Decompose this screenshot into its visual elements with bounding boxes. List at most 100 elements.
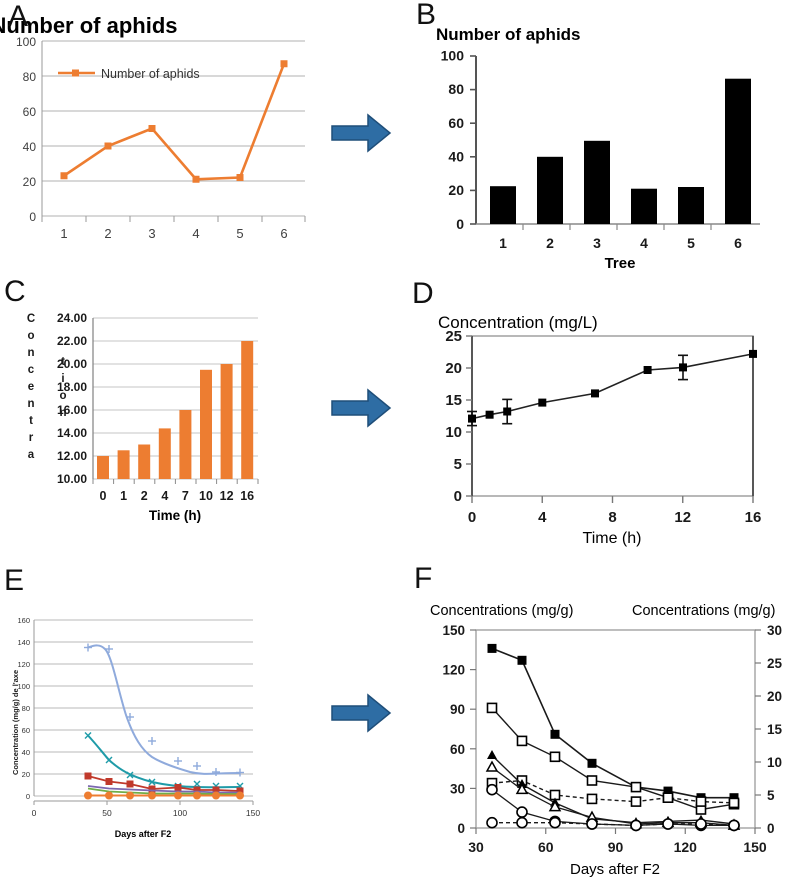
panel-d-xlabel: Time (h) [583, 530, 642, 547]
svg-text:30: 30 [767, 623, 782, 638]
panel-c-ylabel-col1: Con cen tra [27, 313, 35, 461]
panel-e-xtick-marks [33, 801, 254, 805]
svg-text:20: 20 [767, 689, 782, 704]
panel-e-chart: Concentration (mg/g) de l'axe 0 20 40 60… [11, 616, 260, 839]
svg-text:15: 15 [767, 722, 783, 737]
panel-e-series-orange [84, 791, 244, 800]
svg-text:8: 8 [608, 509, 616, 526]
svg-text:25: 25 [767, 656, 783, 671]
svg-text:30: 30 [450, 781, 465, 796]
svg-text:160: 160 [17, 616, 30, 625]
svg-text:20: 20 [448, 182, 464, 198]
svg-text:4: 4 [640, 235, 648, 251]
panel-d-ytick-marks [466, 335, 472, 497]
svg-text:0: 0 [767, 821, 775, 836]
svg-text:100: 100 [17, 682, 30, 691]
panel-f-xlabel: Days after F2 [570, 861, 660, 878]
svg-text:120: 120 [17, 660, 30, 669]
svg-text:6: 6 [280, 226, 287, 241]
svg-text:24.00: 24.00 [57, 311, 87, 325]
svg-text:80: 80 [448, 81, 464, 97]
panel-f-left-ytick-marks [470, 629, 476, 829]
panel-f-right-ytick-marks [755, 629, 761, 829]
svg-text:50: 50 [102, 808, 112, 818]
svg-text:10: 10 [445, 424, 462, 441]
svg-text:6: 6 [734, 235, 742, 251]
svg-text:18.00: 18.00 [57, 380, 87, 394]
bar [490, 186, 516, 224]
panel-e-ylabel: Concentration (mg/g) de l'axe [11, 670, 20, 775]
bar [179, 410, 192, 479]
bar [725, 78, 751, 224]
svg-text:5: 5 [687, 235, 695, 251]
panel-f-title-right: Concentrations (mg/g) [632, 603, 775, 619]
svg-text:t: t [61, 356, 65, 368]
svg-text:n: n [27, 347, 34, 359]
panel-d-plot-frame [471, 335, 754, 497]
svg-text:0: 0 [468, 509, 476, 526]
panel-f: F Concentrations (mg/g) Concentrations (… [400, 560, 794, 879]
svg-text:120: 120 [674, 839, 698, 855]
panel-f-xtick-marks [475, 828, 756, 834]
svg-text:3: 3 [148, 226, 155, 241]
svg-text:o: o [27, 330, 34, 342]
panel-f-xtick-labels: 30 60 90 120 150 [468, 839, 767, 855]
svg-text:4: 4 [538, 509, 547, 526]
svg-text:10: 10 [199, 489, 213, 503]
svg-text:100: 100 [441, 48, 465, 64]
svg-text:2: 2 [546, 235, 554, 251]
svg-text:2: 2 [104, 226, 111, 241]
panel-a-xtick-marks [41, 216, 306, 222]
panel-d-markers [468, 349, 757, 423]
svg-text:60: 60 [450, 742, 465, 757]
svg-text:12: 12 [674, 509, 691, 526]
panel-b-xlabel: Tree [605, 255, 636, 270]
svg-text:80: 80 [23, 70, 37, 84]
panel-d: D Concentration (mg/L) 0 5 10 15 20 25 [400, 275, 794, 560]
panel-b-ytick-marks [470, 55, 476, 225]
svg-text:1: 1 [60, 226, 67, 241]
svg-text:0: 0 [100, 489, 107, 503]
panel-d-series [467, 349, 757, 427]
svg-text:5: 5 [236, 226, 243, 241]
arrow-c-to-d [330, 385, 392, 431]
svg-text:14.00: 14.00 [57, 426, 87, 440]
svg-text:20: 20 [22, 770, 30, 779]
panel-a-legend: Number of aphids [58, 67, 200, 81]
svg-text:60: 60 [22, 726, 30, 735]
arrow-right-icon [331, 113, 392, 153]
panel-f-right-ytick-labels: 0 5 10 15 20 25 30 [767, 623, 783, 836]
svg-text:12.00: 12.00 [57, 449, 87, 463]
svg-text:25: 25 [445, 328, 462, 345]
svg-text:16: 16 [745, 509, 762, 526]
bar [584, 140, 610, 224]
panel-b-letter: B [416, 0, 437, 31]
svg-text:40: 40 [448, 148, 464, 164]
arrow-e-to-f [330, 690, 392, 736]
svg-text:60: 60 [23, 105, 37, 119]
panel-b: B Number of aphids 0 20 40 60 80 100 [400, 0, 794, 270]
panel-a-ytick-labels: 0 20 40 60 80 100 [16, 35, 36, 224]
svg-text:10.00: 10.00 [57, 472, 87, 486]
svg-text:4: 4 [161, 489, 168, 503]
panel-b-title: Number of aphids [436, 25, 581, 44]
svg-text:t: t [29, 415, 33, 427]
panel-e-letter: E [4, 564, 25, 597]
svg-text:100: 100 [16, 35, 36, 49]
svg-text:40: 40 [23, 140, 37, 154]
svg-text:o: o [59, 390, 66, 402]
svg-text:150: 150 [246, 808, 260, 818]
svg-text:n: n [59, 407, 66, 419]
svg-text:140: 140 [17, 638, 30, 647]
svg-text:40: 40 [22, 748, 30, 757]
panel-e-series-purple [87, 785, 240, 794]
svg-text:r: r [29, 432, 34, 444]
svg-text:20: 20 [445, 360, 462, 377]
panel-f-chart: Concentrations (mg/g) Concentrations (mg… [430, 603, 783, 878]
bar [97, 456, 109, 479]
svg-text:15: 15 [445, 392, 462, 409]
svg-text:0: 0 [29, 210, 36, 224]
panel-d-ytick-labels: 0 5 10 15 20 25 [445, 328, 462, 505]
svg-text:0: 0 [456, 216, 464, 232]
